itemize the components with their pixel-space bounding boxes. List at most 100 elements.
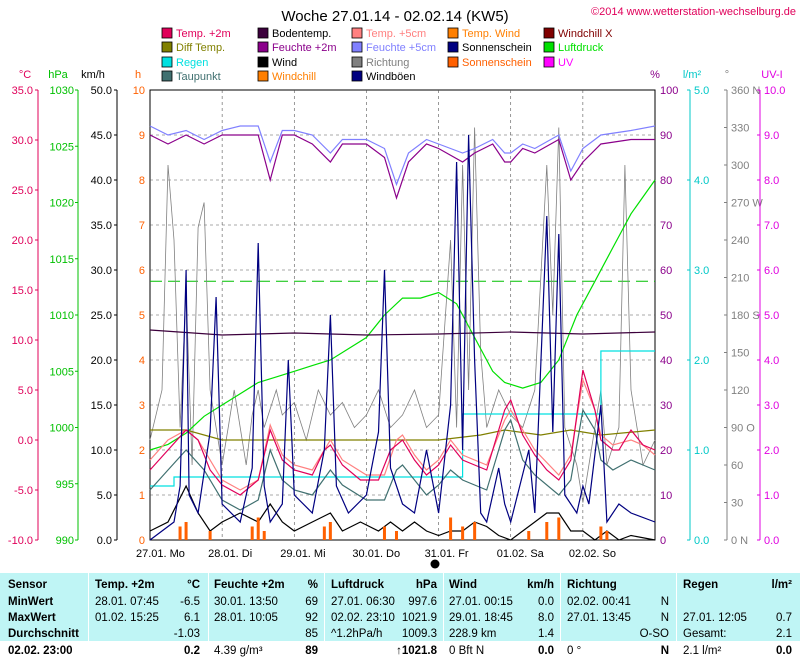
axis-tick-uv: 5.0: [764, 310, 779, 322]
series-diff-temp-line: [150, 429, 656, 441]
grid: [150, 90, 655, 540]
axis-tick-direction: 300: [731, 160, 749, 172]
axis-tick-pressure: 1020: [50, 198, 74, 210]
stat-time: 228.9 km: [449, 628, 497, 640]
series-sonnenschein-bar: [184, 522, 188, 540]
axis-unit-pressure: hPa: [48, 69, 68, 81]
axis-tick-wind: 15.0: [91, 400, 112, 412]
column-divider: [208, 573, 209, 659]
legend-label: Taupunkt: [176, 71, 221, 83]
copyright-link[interactable]: ©2014 www.wetterstation-wechselburg.de: [591, 6, 796, 18]
axis-tick-uv: 1.0: [764, 490, 779, 502]
axis-tick-temp: 5.0: [18, 385, 33, 397]
stat-value: 0.7: [776, 612, 792, 624]
axis-tick-pressure: 995: [56, 479, 74, 491]
axis-tick-wind: 20.0: [91, 355, 112, 367]
legend-swatch: [161, 41, 173, 53]
weather-chart: Woche 27.01.14 - 02.02.14 (KW5) ©2014 ww…: [8, 6, 796, 569]
axis-tick-temp: 10.0: [12, 335, 33, 347]
legend-label: Temp. +2m: [176, 28, 231, 40]
stat-time: Gesamt:: [683, 628, 727, 640]
axis-tick-direction: 330: [731, 123, 749, 135]
stat-time: 02.02. 00:41: [567, 596, 631, 608]
axis-tick-pressure: 1000: [50, 423, 74, 435]
series-sonnenschein-bar: [545, 522, 549, 540]
legend-swatch: [161, 56, 173, 68]
stat-value: 8.0: [538, 612, 554, 624]
axis-unit-humidity: %: [650, 69, 660, 81]
legend-label: Windchill: [272, 71, 316, 83]
legend-label: Richtung: [366, 57, 409, 69]
legend-swatch: [351, 27, 363, 39]
stat-time: 0 °: [567, 645, 582, 657]
legend-label: Luftdruck: [558, 42, 604, 54]
axis-tick-wind: 25.0: [91, 310, 112, 322]
axis-tick-humidity: 50: [660, 310, 672, 322]
series-sonnenschein-bar: [605, 531, 609, 540]
axis-tick-sunhours: 8: [139, 175, 145, 187]
stat-value: O-SO: [639, 628, 669, 640]
axis-tick-rain: 1.0: [694, 445, 709, 457]
axis-tick-temp: 15.0: [12, 285, 33, 297]
legend-label: Bodentemp.: [272, 28, 331, 40]
axis-tick-humidity: 30: [660, 400, 672, 412]
stat-time: 28.01. 10:05: [214, 612, 278, 624]
legend-label: Windchill X: [558, 28, 613, 40]
legend-label: Wind: [272, 57, 297, 69]
axis-tick-wind: 40.0: [91, 175, 112, 187]
legend-label: Temp. Wind: [462, 28, 520, 40]
legend-swatch: [447, 41, 459, 53]
axis-tick-wind: 45.0: [91, 130, 112, 142]
stat-row-label: MaxWert: [8, 612, 56, 624]
legend-swatch: [257, 56, 269, 68]
x-tick-label: 01.02. Sa: [497, 548, 545, 560]
x-tick-label: 29.01. Mi: [280, 548, 325, 560]
series-feuchte-5cm-line: [149, 125, 656, 187]
column-divider: [676, 573, 677, 659]
axis-unit-temp: °C: [19, 69, 31, 81]
axis-tick-rain: 2.0: [694, 355, 709, 367]
axis-tick-direction: 240: [731, 235, 749, 247]
stat-header: km/h: [527, 579, 554, 591]
stat-row-label: Durchschnitt: [8, 628, 79, 640]
series-layer: [149, 125, 656, 541]
stat-value: 997.6: [408, 596, 437, 608]
axis-tick-sunhours: 7: [139, 220, 145, 232]
axis-tick-direction: 360 N: [731, 85, 760, 97]
axis-unit-rain: l/m²: [683, 69, 702, 81]
stat-header: hPa: [415, 579, 437, 591]
axis-tick-sunhours: 6: [139, 265, 145, 277]
series-wind-line: [149, 484, 656, 541]
current-row-bg: [0, 641, 800, 659]
axis-tick-temp: 35.0: [12, 85, 33, 97]
stat-header: °C: [187, 579, 200, 591]
axis-tick-rain: 4.0: [694, 175, 709, 187]
axis-tick-uv: 8.0: [764, 175, 779, 187]
axis-tick-direction: 90 O: [731, 423, 755, 435]
legend-label: Feuchte +2m: [272, 42, 337, 54]
legend-swatch: [161, 70, 173, 82]
axis-tick-wind: 10.0: [91, 445, 112, 457]
stat-value: 1021.9: [401, 612, 437, 624]
axis-tick-temp: 30.0: [12, 135, 33, 147]
legend-swatch: [351, 70, 363, 82]
axis-tick-pressure: 1025: [50, 141, 74, 153]
series-sonnenschein-bar: [473, 522, 477, 540]
stat-value: N: [660, 612, 669, 624]
legend-swatch: [543, 27, 555, 39]
axis-tick-sunhours: 4: [139, 355, 145, 367]
axis-tick-rain: 0.0: [694, 535, 709, 547]
axis-tick-sunhours: 0: [139, 535, 145, 547]
current-time-marker: [430, 559, 440, 569]
x-tick-label: 02.02. So: [569, 548, 616, 560]
axis-tick-sunhours: 2: [139, 445, 145, 457]
stat-row-label: MinWert: [8, 596, 54, 608]
stat-value: 6.1: [184, 612, 200, 624]
axis-tick-direction: 120: [731, 385, 749, 397]
stat-value: N: [660, 596, 669, 608]
axis-tick-uv: 10.0: [764, 85, 785, 97]
series-sonnenschein-bar: [256, 517, 260, 540]
series-temp-2m-line: [149, 369, 656, 496]
axis-tick-pressure: 1015: [50, 254, 74, 266]
x-tick-label: 31.01. Fr: [425, 548, 469, 560]
